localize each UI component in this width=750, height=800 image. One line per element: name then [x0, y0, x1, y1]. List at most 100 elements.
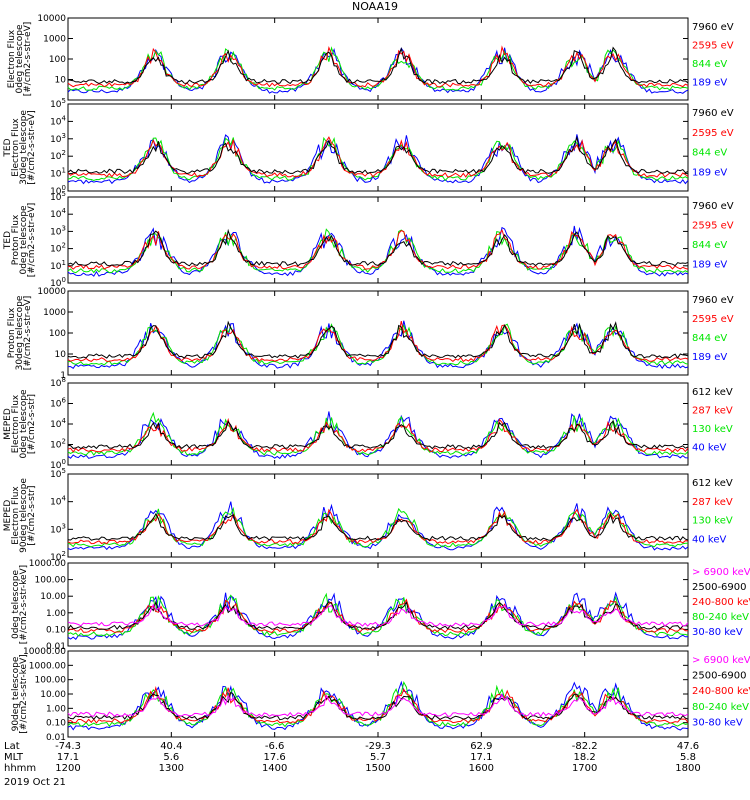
footer-value: 5.7 [370, 752, 386, 763]
y-axis-label-line: [#/cm2-s-str-keV] [19, 565, 29, 644]
legend-entry: 130 keV [692, 516, 733, 527]
series-line [67, 320, 689, 363]
y-tick-label: 1000 [43, 308, 66, 318]
y-axis-label-line: MEPED [3, 408, 13, 440]
footer-value: -74.3 [55, 741, 81, 752]
legend-entry: 189 eV [692, 352, 727, 363]
y-tick-label: 0.10 [46, 625, 66, 635]
y-tick-label: 102 [50, 550, 66, 563]
footer-value: 5.8 [680, 752, 696, 763]
series-line [67, 228, 689, 267]
y-axis-label-line: Electron Flux [7, 29, 17, 88]
footer-value: 1700 [572, 763, 597, 774]
panel-frame [67, 473, 689, 558]
y-axis-label-line: 90deg telescope [11, 656, 21, 731]
y-tick-label: 105 [50, 467, 66, 480]
y-tick-label: 0.10 [46, 719, 66, 729]
footer-value: -82.2 [572, 741, 598, 752]
y-tick-label: 10.00 [40, 592, 66, 602]
y-tick-label: 10 [55, 350, 67, 360]
footer-value: 1500 [365, 763, 390, 774]
legend-entry: 7960 eV [692, 201, 734, 212]
legend-entry: > 6900 keV [692, 655, 750, 666]
y-tick-label: 103 [50, 522, 66, 535]
legend-entry: 2595 eV [692, 314, 734, 325]
y-tick-label: 0.01 [46, 642, 66, 652]
y-axis-label-line: TED [3, 231, 13, 250]
legend-entry: 240-800 keV [692, 686, 750, 697]
legend-entry: 130 keV [692, 424, 733, 435]
legend-entry: 2500-6900 [692, 671, 747, 682]
footer-value: -29.3 [365, 741, 391, 752]
series-line [67, 323, 689, 366]
footer-value: 47.6 [677, 741, 699, 752]
y-axis-label-line: [#/cm2-s-str] [27, 485, 37, 545]
y-tick-label: 103 [50, 224, 66, 237]
series-line [67, 680, 689, 731]
panel-frame [67, 562, 689, 647]
footer-value: 62.9 [470, 741, 492, 752]
legend-entry: 287 keV [692, 497, 733, 508]
y-tick-label: 100.00 [35, 676, 67, 686]
legend-entry: 7960 eV [692, 108, 734, 119]
legend-entry: 844 eV [692, 59, 727, 70]
legend-entry: 240-800 keV [692, 597, 750, 608]
footer-value: 17.6 [264, 752, 286, 763]
y-tick-label: 102 [50, 149, 66, 162]
footer-value: 1800 [675, 763, 700, 774]
y-tick-label: 1000 [43, 35, 66, 45]
legend-entry: 612 keV [692, 387, 733, 398]
series-line [67, 411, 689, 456]
footer-value: 17.1 [57, 752, 79, 763]
y-axis-label-line: 30deg telescope [15, 295, 25, 370]
footer-row-label: hhmm [4, 763, 36, 774]
legend-entry: 7960 eV [692, 22, 734, 33]
footer-value: -6.6 [265, 741, 285, 752]
legend-entry: > 6900 keV [692, 567, 750, 578]
y-axis-label-line: [#/cm2-s-str] [27, 394, 37, 454]
footer-value: 1300 [159, 763, 184, 774]
series-line [67, 420, 689, 450]
legend-entry: 189 eV [692, 167, 727, 178]
legend-entry: 287 keV [692, 406, 733, 417]
panel-frame [67, 650, 689, 738]
y-axis-label-line: 0deg telescope [19, 205, 29, 275]
y-tick-label: 105 [50, 190, 66, 203]
y-axis-label-line: 30deg telescope [19, 110, 29, 185]
panel-7: 1000.00 100.00 10.00 1.00 0.10 0.01 0deg teles… [11, 559, 750, 652]
y-axis-label-line: [#/cm2-s-str-eV] [27, 203, 37, 278]
y-tick-label: 100 [50, 276, 66, 289]
footer-value: 17.1 [470, 752, 492, 763]
legend-entry: 40 keV [692, 443, 726, 454]
series-line [67, 228, 689, 274]
y-tick-label: 10000.00 [23, 647, 66, 657]
series-line [67, 693, 689, 718]
legend-entry: 612 keV [692, 478, 733, 489]
y-axis-label-line: 0deg telescope [15, 24, 25, 94]
legend-entry: 844 eV [692, 148, 727, 159]
legend-entry: 7960 eV [692, 295, 734, 306]
series-line [67, 506, 688, 548]
chart-title: NOAA19 [351, 0, 399, 13]
y-axis-label-line: Electron Flux [11, 394, 21, 453]
footer-axis: Lat -74.3 40.4 -6.6 -29.3 62.9 -82.2 47.6 MLT 17.… [4, 741, 701, 788]
series-line [67, 681, 689, 728]
y-tick-label: 101 [50, 259, 66, 272]
y-axis-label-line: 90deg telescope [19, 478, 29, 553]
y-tick-label: 108 [50, 376, 66, 389]
y-axis-label-line: Proton Flux [11, 214, 21, 265]
y-tick-label: 100 [49, 329, 66, 339]
y-tick-label: 105 [50, 97, 66, 110]
legend-entry: 80-240 keV [692, 612, 749, 623]
y-tick-label: 0.01 [46, 733, 66, 743]
y-tick-label: 104 [50, 417, 66, 430]
footer-row-label: Lat [4, 741, 20, 752]
y-tick-label: 104 [50, 207, 66, 220]
y-tick-label: 10 [55, 76, 67, 86]
footer-value: 1600 [469, 763, 494, 774]
legend-entry: 2595 eV [692, 41, 734, 52]
y-tick-label: 104 [50, 114, 66, 127]
